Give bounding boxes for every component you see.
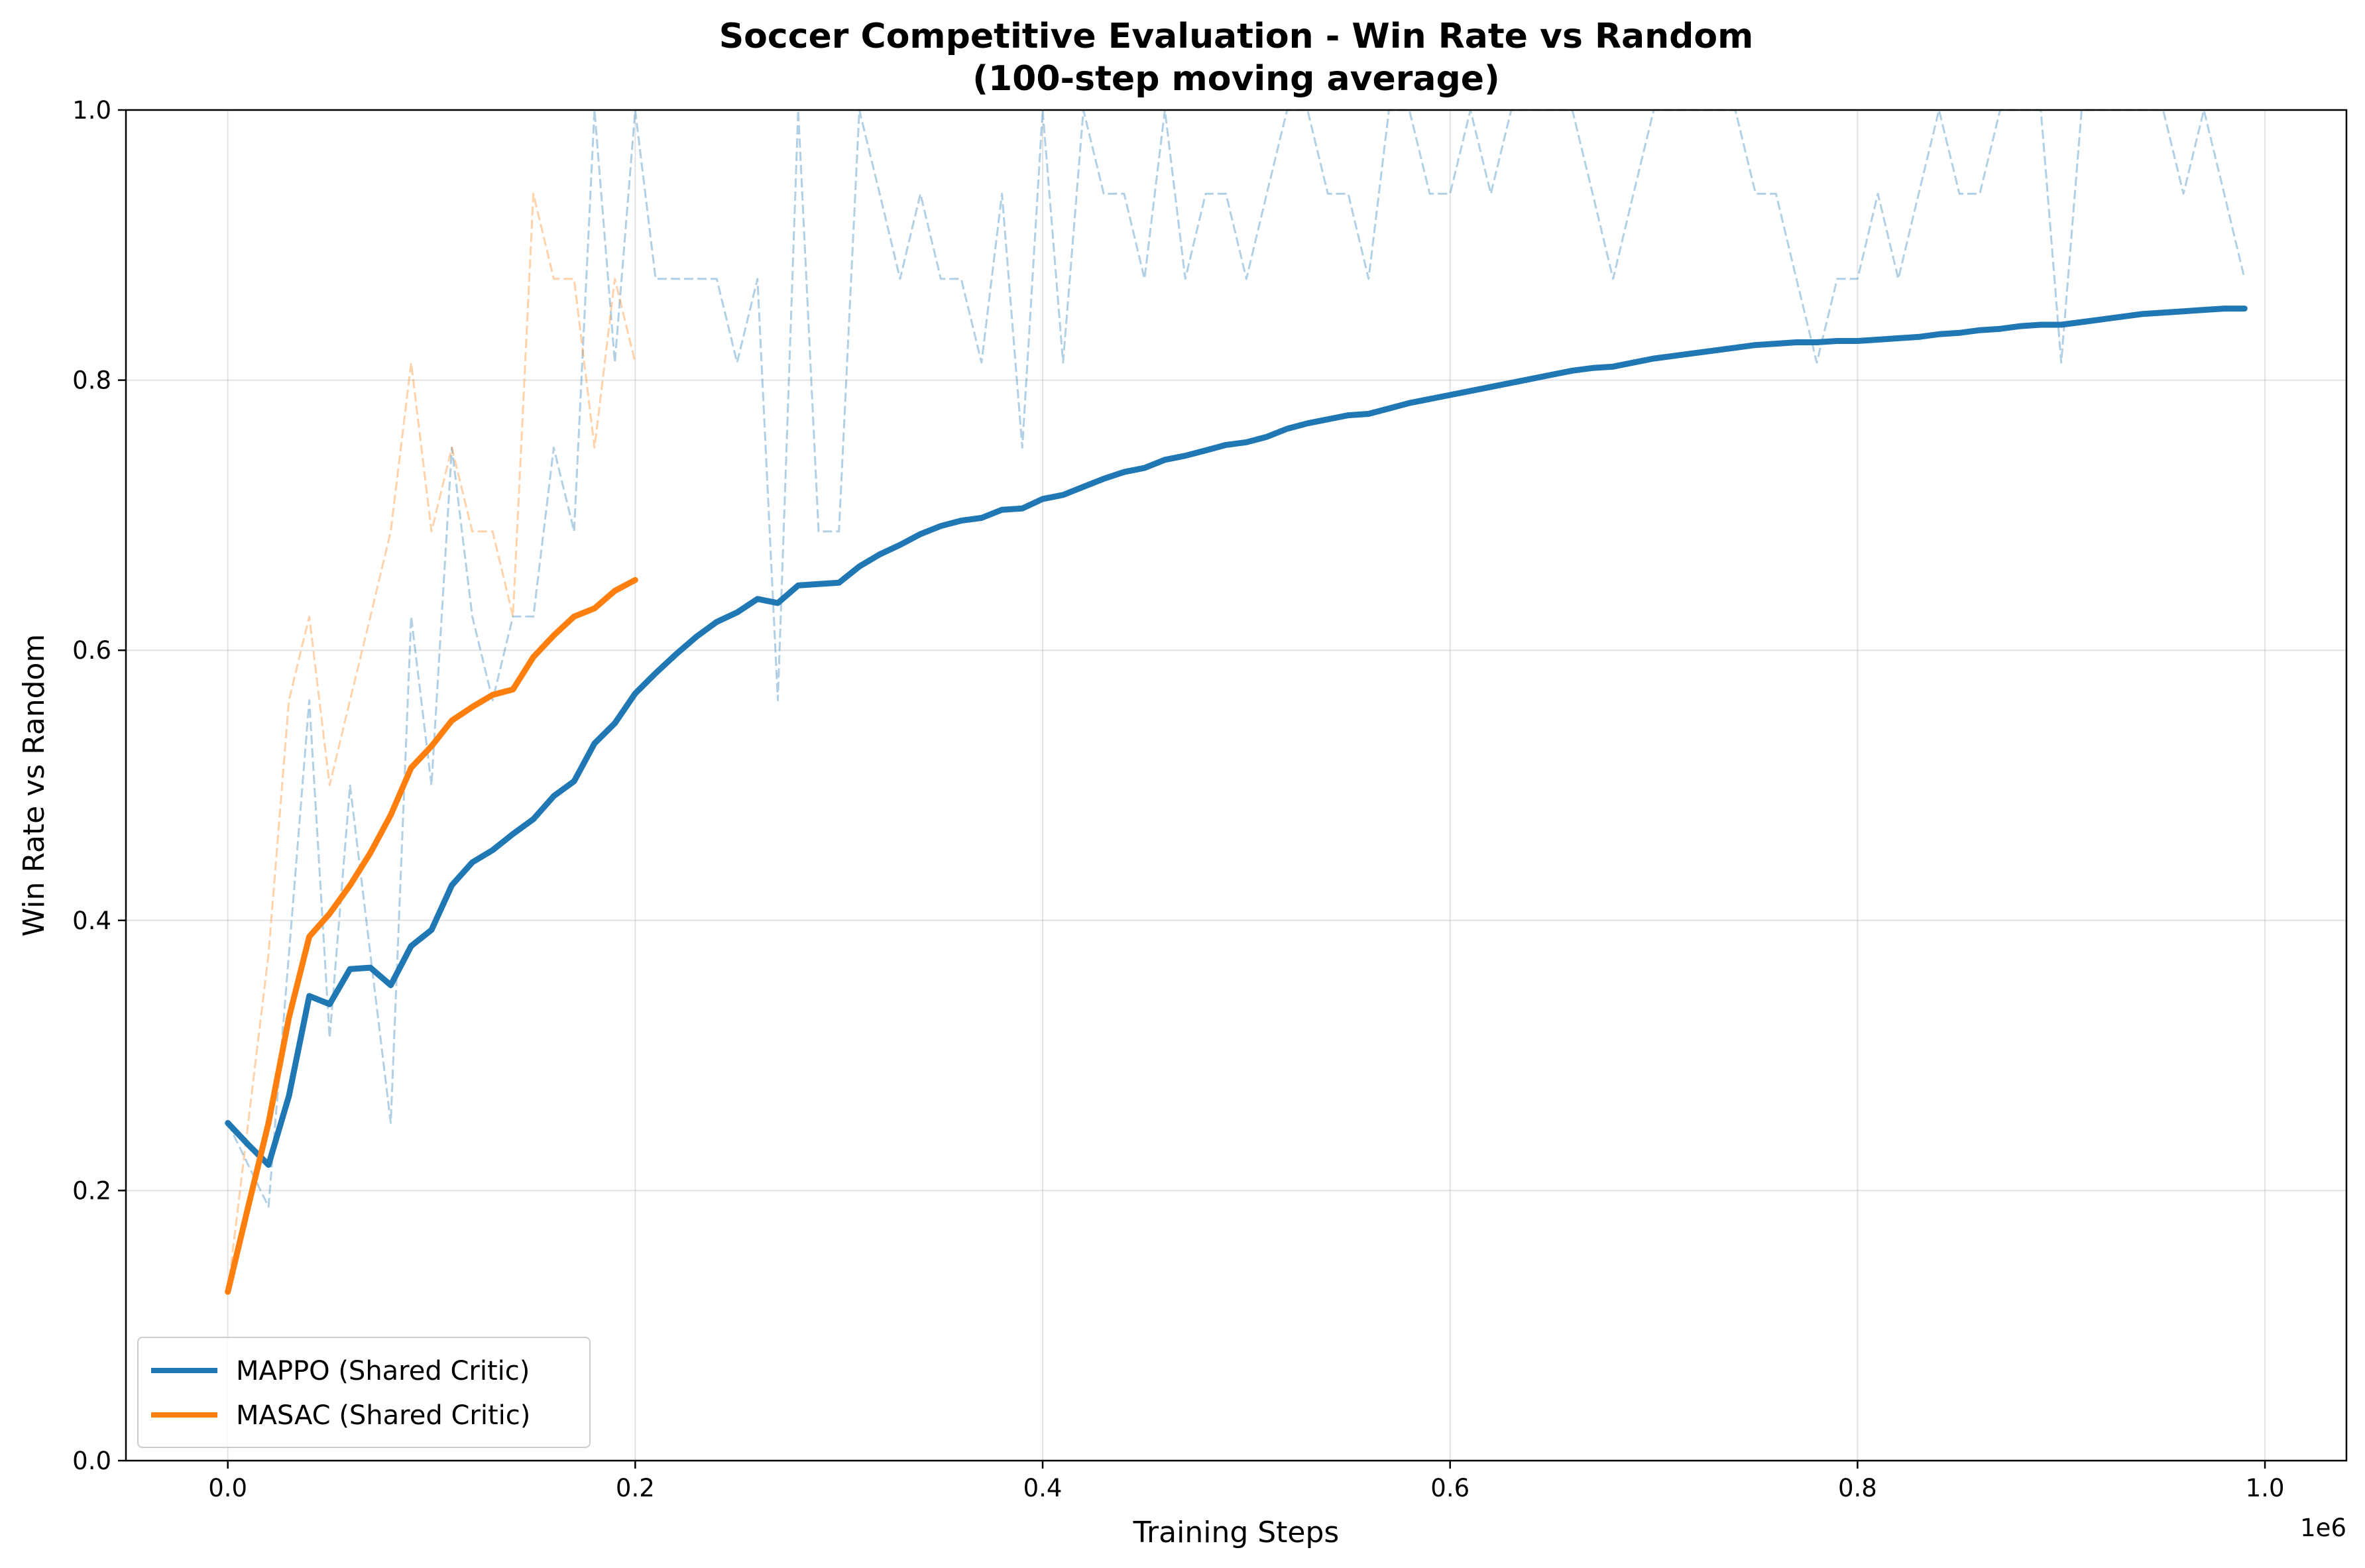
chart-title: Soccer Competitive Evaluation - Win Rate… (719, 17, 1754, 56)
plot-area (126, 110, 2346, 1461)
masac-raw-line (227, 192, 636, 1292)
x-tick-label: 0.0 (208, 1474, 247, 1502)
chart-subtitle: (100-step moving average) (972, 59, 1500, 99)
legend: MAPPO (Shared Critic) MASAC (Shared Crit… (137, 1337, 591, 1448)
masac-moving-average-line (225, 577, 638, 1295)
legend-box (137, 1337, 591, 1448)
y-axis: 0.0 0.2 0.4 0.6 0.8 1.0 (72, 96, 126, 1475)
mappo-moving-average-line (225, 306, 2248, 1168)
y-tick-label: 0.4 (72, 907, 111, 935)
x-tick-label: 0.6 (1430, 1474, 1470, 1502)
x-tick-label: 0.4 (1023, 1474, 1063, 1502)
y-tick-label: 0.0 (72, 1447, 111, 1475)
x-tick-label: 0.2 (616, 1474, 655, 1502)
x-tick-label: 1.0 (2246, 1474, 2285, 1502)
y-axis-label: Win Rate vs Random (17, 634, 51, 937)
y-tick-label: 0.8 (72, 366, 111, 395)
y-tick-label: 1.0 (72, 96, 111, 125)
raw-lines (227, 109, 2246, 1292)
y-tick-label: 0.6 (72, 636, 111, 665)
legend-label-mappo: MAPPO (Shared Critic) (236, 1356, 530, 1386)
x-axis-label: Training Steps (1133, 1516, 1340, 1549)
x-offset-label: 1e6 (2300, 1514, 2346, 1542)
legend-label-masac: MASAC (Shared Critic) (236, 1400, 530, 1431)
smooth-lines (225, 306, 2248, 1295)
x-tick-label: 0.8 (1838, 1474, 1877, 1502)
x-axis: 0.0 0.2 0.4 0.6 0.8 1.0 (208, 1461, 2284, 1502)
y-tick-label: 0.2 (72, 1176, 111, 1205)
mappo-raw-line (227, 109, 2246, 1208)
plot-frame (125, 109, 2348, 1462)
